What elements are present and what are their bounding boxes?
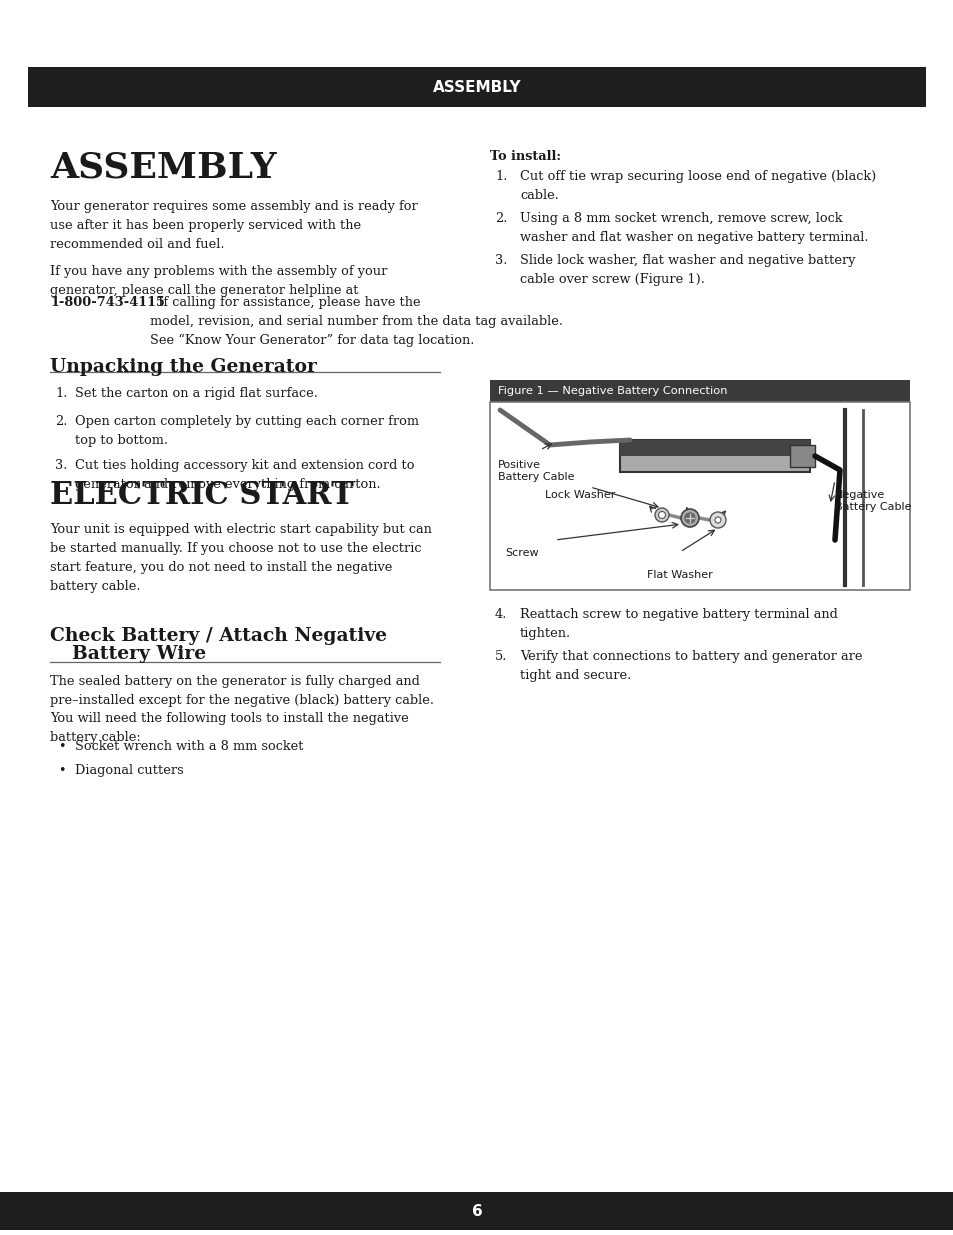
Text: Open carton completely by cutting each corner from
top to bottom.: Open carton completely by cutting each c… <box>75 415 418 447</box>
Text: Positive
Battery Cable: Positive Battery Cable <box>497 459 574 483</box>
Text: Unpacking the Generator: Unpacking the Generator <box>50 358 316 375</box>
Text: Your generator requires some assembly and is ready for
use after it has been pro: Your generator requires some assembly an… <box>50 200 417 251</box>
Text: 5.: 5. <box>495 650 507 663</box>
Text: If you have any problems with the assembly of your
generator, please call the ge: If you have any problems with the assemb… <box>50 266 387 296</box>
Text: Diagonal cutters: Diagonal cutters <box>75 764 184 777</box>
Bar <box>490 380 909 403</box>
Circle shape <box>714 517 720 522</box>
Bar <box>0 1192 953 1230</box>
Text: Socket wrench with a 8 mm socket: Socket wrench with a 8 mm socket <box>75 740 303 753</box>
Bar <box>28 67 925 107</box>
Circle shape <box>684 513 695 522</box>
Bar <box>619 440 809 456</box>
Text: Cut ties holding accessory kit and extension cord to
generator and remove everyt: Cut ties holding accessory kit and exten… <box>75 459 414 492</box>
Text: . If calling for assistance, please have the
model, revision, and serial number : . If calling for assistance, please have… <box>150 296 562 347</box>
Text: The sealed battery on the generator is fully charged and
pre–installed except fo: The sealed battery on the generator is f… <box>50 676 434 706</box>
Circle shape <box>680 509 699 527</box>
Text: Verify that connections to battery and generator are
tight and secure.: Verify that connections to battery and g… <box>519 650 862 682</box>
Circle shape <box>655 508 668 522</box>
Text: •: • <box>58 764 66 777</box>
Text: Battery Wire: Battery Wire <box>71 645 206 663</box>
Text: 3.: 3. <box>495 254 507 267</box>
Text: Set the carton on a rigid flat surface.: Set the carton on a rigid flat surface. <box>75 387 317 400</box>
Text: 2.: 2. <box>55 415 68 429</box>
Text: 1-800-743-4115: 1-800-743-4115 <box>50 296 165 309</box>
Text: Flat Washer: Flat Washer <box>646 571 712 580</box>
Text: 2.: 2. <box>495 212 507 225</box>
Text: Lock Washer: Lock Washer <box>544 490 615 500</box>
Bar <box>490 403 909 590</box>
Text: ELECTRIC START: ELECTRIC START <box>50 480 354 511</box>
Text: 1.: 1. <box>55 387 68 400</box>
Text: Reattach screw to negative battery terminal and
tighten.: Reattach screw to negative battery termi… <box>519 608 837 640</box>
Text: ASSEMBLY: ASSEMBLY <box>433 79 520 95</box>
Text: Your unit is equipped with electric start capability but can
be started manually: Your unit is equipped with electric star… <box>50 522 432 593</box>
Text: Cut off tie wrap securing loose end of negative (black)
cable.: Cut off tie wrap securing loose end of n… <box>519 170 876 203</box>
Text: Figure 1 — Negative Battery Connection: Figure 1 — Negative Battery Connection <box>497 387 727 396</box>
Text: To install:: To install: <box>490 149 560 163</box>
Circle shape <box>658 511 665 519</box>
Text: Screw: Screw <box>504 548 538 558</box>
Text: •: • <box>58 740 66 753</box>
Text: 1.: 1. <box>495 170 507 183</box>
Circle shape <box>709 513 725 529</box>
Text: 4.: 4. <box>495 608 507 621</box>
Text: Slide lock washer, flat washer and negative battery
cable over screw (Figure 1).: Slide lock washer, flat washer and negat… <box>519 254 855 287</box>
Bar <box>789 445 814 467</box>
Text: Negative
Battery Cable: Negative Battery Cable <box>834 490 910 513</box>
Text: You will need the following tools to install the negative
battery cable:: You will need the following tools to ins… <box>50 713 408 743</box>
Text: Using a 8 mm socket wrench, remove screw, lock
washer and flat washer on negativ: Using a 8 mm socket wrench, remove screw… <box>519 212 867 245</box>
Text: 6: 6 <box>471 1203 482 1219</box>
Bar <box>619 440 809 472</box>
Text: Check Battery / Attach Negative: Check Battery / Attach Negative <box>50 627 387 645</box>
Text: 3.: 3. <box>55 459 68 472</box>
Text: ASSEMBLY: ASSEMBLY <box>50 149 276 184</box>
